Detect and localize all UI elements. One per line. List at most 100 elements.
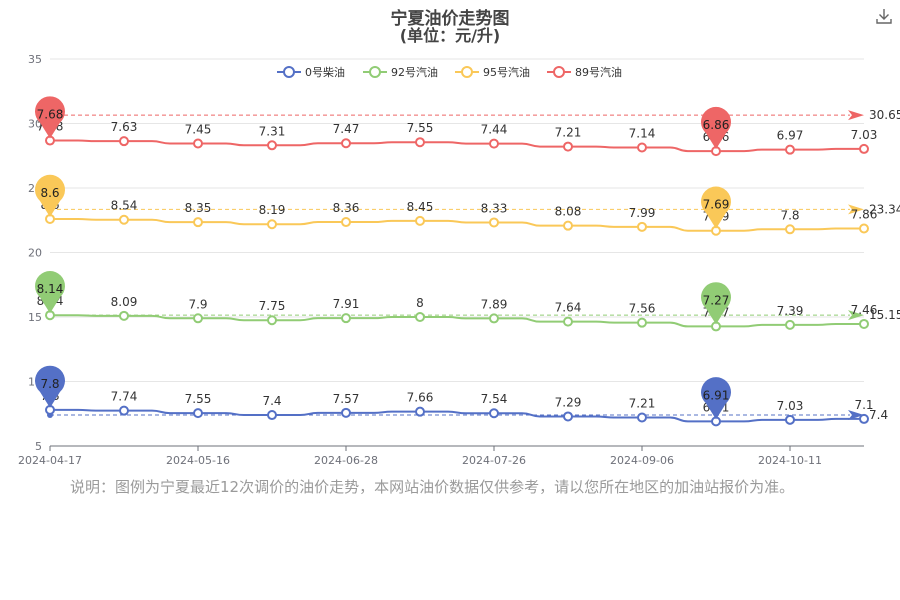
- data-point: [193, 408, 203, 419]
- legend-label: 89号汽油: [575, 65, 622, 79]
- data-point: [267, 140, 277, 151]
- data-label: 7.31: [259, 124, 286, 138]
- y-tick-label: 20: [28, 247, 42, 260]
- data-point: [859, 143, 869, 154]
- data-point: [415, 137, 425, 148]
- max-pin-label: 7.8: [40, 377, 59, 391]
- data-point: [119, 214, 129, 225]
- data-point: [563, 220, 573, 231]
- data-label: 7.66: [407, 391, 434, 405]
- legend-marker: [283, 66, 295, 78]
- min-pin-label: 6.91: [703, 388, 730, 402]
- data-point: [341, 138, 351, 149]
- legend-label: 0号柴油: [305, 65, 345, 79]
- data-point: [119, 405, 129, 416]
- data-label: 8.19: [259, 203, 286, 217]
- average-label: 30.65: [869, 108, 900, 122]
- data-label: 8: [416, 296, 424, 310]
- data-point: [119, 310, 129, 321]
- data-point: [563, 141, 573, 152]
- data-point: [637, 142, 647, 153]
- legend-label: 95号汽油: [483, 65, 530, 79]
- data-point: [341, 407, 351, 418]
- data-label: 7.14: [629, 126, 656, 140]
- data-label: 7.91: [333, 297, 360, 311]
- min-pin: [701, 377, 732, 420]
- data-point: [859, 413, 869, 424]
- chart-subtitle: (单位：元/升): [399, 26, 501, 45]
- data-point: [489, 217, 499, 228]
- data-point: [415, 215, 425, 226]
- data-label: 7.56: [629, 302, 656, 316]
- legend-marker: [461, 66, 473, 78]
- min-pin-label: 7.69: [703, 198, 730, 212]
- min-pin: [701, 186, 732, 229]
- data-label: 7.21: [629, 396, 656, 410]
- data-label: 7.03: [777, 399, 804, 413]
- data-label: 7.46: [851, 303, 878, 317]
- max-pin-label: 8.14: [37, 282, 64, 296]
- series-line: [50, 139, 864, 153]
- average-label: 23.34: [869, 202, 900, 216]
- download-icon[interactable]: [874, 6, 894, 26]
- data-label: 7.44: [481, 123, 508, 137]
- footnote: 说明：图例为宁夏最近12次调价的油价走势，本网站油价数据仅供参考，请以您所在地区…: [70, 478, 795, 496]
- data-label: 7.1: [854, 398, 873, 412]
- data-label: 7.55: [185, 392, 212, 406]
- average-arrow: [848, 110, 864, 121]
- data-label: 7.21: [555, 126, 582, 140]
- x-tick-label: 2024-09-06: [610, 454, 674, 467]
- data-label: 7.54: [481, 392, 508, 406]
- data-point: [341, 217, 351, 228]
- data-point: [563, 316, 573, 327]
- data-label: 7.39: [777, 304, 804, 318]
- data-label: 7.86: [851, 208, 878, 222]
- data-point: [489, 138, 499, 149]
- series-line: [50, 217, 864, 232]
- data-point: [637, 221, 647, 232]
- data-point: [637, 412, 647, 423]
- data-point: [785, 319, 795, 330]
- data-label: 7.47: [333, 122, 360, 136]
- max-pin-label: 8.6: [40, 186, 59, 200]
- data-label: 8.09: [111, 295, 138, 309]
- data-label: 7.57: [333, 392, 360, 406]
- data-label: 7.55: [407, 121, 434, 135]
- data-point: [415, 406, 425, 417]
- data-point: [637, 317, 647, 328]
- average-arrow: [848, 410, 864, 421]
- average-label: 15.15: [869, 308, 900, 322]
- data-point: [785, 144, 795, 155]
- data-label: 7.64: [555, 301, 582, 315]
- data-point: [119, 136, 129, 147]
- x-tick-label: 2024-07-26: [462, 454, 526, 467]
- data-point: [267, 315, 277, 326]
- min-pin: [701, 282, 732, 325]
- data-label: 8.36: [333, 201, 360, 215]
- series-line: [50, 408, 864, 423]
- data-label: 7.03: [851, 128, 878, 142]
- x-tick-label: 2024-10-11: [758, 454, 822, 467]
- max-pin: [35, 271, 65, 314]
- y-tick-label: 5: [35, 440, 42, 453]
- legend-marker: [553, 66, 565, 78]
- data-point: [193, 313, 203, 324]
- data-point: [489, 313, 499, 324]
- average-arrow: [848, 204, 864, 215]
- data-label: 7.4: [262, 394, 281, 408]
- data-label: 7.9: [188, 297, 207, 311]
- y-tick-label: 35: [28, 53, 42, 66]
- max-pin: [35, 96, 65, 139]
- x-tick-label: 2024-06-28: [314, 454, 378, 467]
- data-point: [859, 318, 869, 329]
- data-label: 7.8: [780, 208, 799, 222]
- data-point: [341, 313, 351, 324]
- data-label: 7.99: [629, 206, 656, 220]
- data-label: 7.89: [481, 297, 508, 311]
- data-label: 8.35: [185, 201, 212, 215]
- data-label: 7.74: [111, 390, 138, 404]
- average-label: 7.4: [869, 408, 888, 422]
- max-pin: [35, 365, 65, 408]
- min-pin-label: 6.86: [703, 118, 730, 132]
- data-label: 8.08: [555, 205, 582, 219]
